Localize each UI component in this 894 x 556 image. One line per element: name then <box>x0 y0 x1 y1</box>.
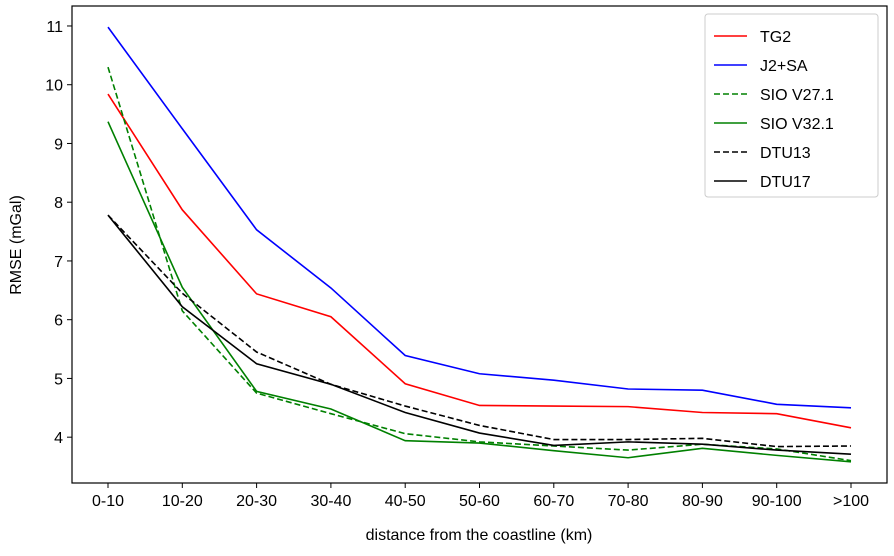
x-tick-label: 60-70 <box>533 493 574 510</box>
x-tick-label: 90-100 <box>752 493 802 510</box>
y-axis-label: RMSE (mGal) <box>8 195 25 295</box>
x-tick-label: 70-80 <box>608 493 649 510</box>
legend: TG2 J2+SA SIO V27.1 SIO V32.1 DTU13 DTU17 <box>705 14 878 197</box>
x-tick-label: 50-60 <box>459 493 500 510</box>
legend-label: SIO V27.1 <box>760 87 834 104</box>
x-tick-label: 10-20 <box>162 493 203 510</box>
y-tick-label: 10 <box>45 78 63 95</box>
y-tick-label: 4 <box>54 430 63 447</box>
y-tick-label: 8 <box>54 195 63 212</box>
series-line-dtu13 <box>108 215 851 446</box>
y-tick-label: 5 <box>54 371 63 388</box>
x-tick-label: 20-30 <box>236 493 277 510</box>
x-tick-label: 30-40 <box>310 493 351 510</box>
y-tick-label: 9 <box>54 136 63 153</box>
y-tick-label: 11 <box>46 19 63 36</box>
legend-label: DTU17 <box>760 174 811 191</box>
y-tick-label: 7 <box>54 254 63 271</box>
legend-label: J2+SA <box>760 58 808 75</box>
y-tick-label: 6 <box>54 313 63 330</box>
x-tick-label: 40-50 <box>385 493 426 510</box>
x-tick-label: >100 <box>833 493 869 510</box>
x-tick-label: 80-90 <box>682 493 723 510</box>
legend-frame <box>705 14 878 197</box>
x-tick-label: 0-10 <box>92 493 124 510</box>
legend-label: DTU13 <box>760 145 811 162</box>
legend-label: TG2 <box>760 29 791 46</box>
legend-label: SIO V32.1 <box>760 116 834 133</box>
x-axis-label: distance from the coastline (km) <box>366 527 593 544</box>
